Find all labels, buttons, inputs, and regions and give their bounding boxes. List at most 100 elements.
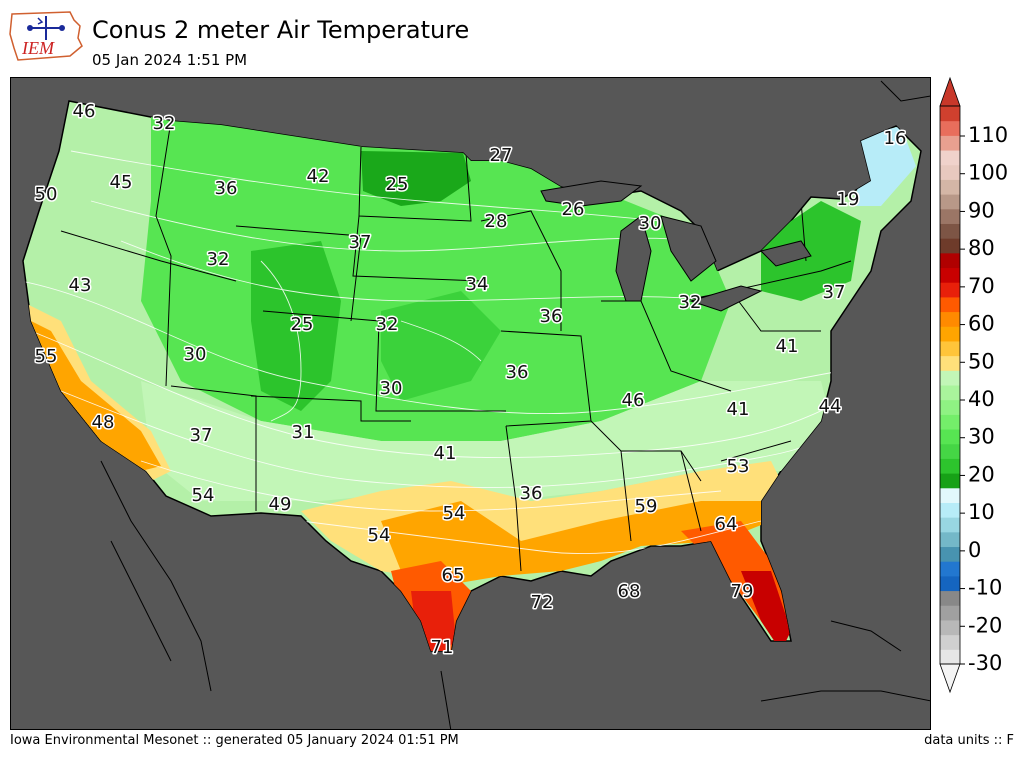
temp-label: 53	[727, 456, 750, 477]
temp-label: 31	[292, 422, 315, 443]
zone-maine	[856, 126, 916, 206]
colorbar-swatch	[940, 590, 960, 606]
temp-label: 44	[819, 396, 842, 417]
colorbar-swatch	[940, 164, 960, 180]
colorbar-swatch	[940, 517, 960, 533]
temp-label: 37	[823, 282, 846, 303]
temp-label: 42	[307, 166, 330, 187]
colorbar-max-arrow	[939, 76, 961, 107]
colorbar-swatch	[940, 458, 960, 474]
temp-label: 54	[368, 525, 391, 546]
colorbar-tick-label: -30	[968, 651, 1002, 675]
colorbar-swatch	[940, 135, 960, 151]
colorbar-swatch	[940, 282, 960, 298]
colorbar-swatch	[940, 150, 960, 166]
zone-cold-north	[361, 151, 471, 206]
colorbar-min-arrow	[939, 663, 961, 694]
temp-label: 43	[69, 275, 92, 296]
temp-label: 26	[562, 199, 585, 220]
colorbar-swatch	[940, 399, 960, 415]
colorbar-swatch	[940, 238, 960, 254]
temp-label: 64	[715, 514, 738, 535]
temp-label: 36	[520, 483, 543, 504]
colorbar-swatch	[940, 634, 960, 650]
colorbar-swatch	[940, 267, 960, 283]
temp-label: 32	[679, 292, 702, 313]
colorbar-swatch	[940, 311, 960, 327]
colorbar-swatch	[940, 326, 960, 342]
temp-label: 46	[73, 101, 96, 122]
colorbar-swatch	[940, 546, 960, 562]
temp-label: 25	[386, 174, 409, 195]
temp-label: 54	[192, 485, 215, 506]
temp-label: 50	[35, 184, 58, 205]
colorbar-tick-label: 100	[968, 161, 1008, 185]
zone-40s	[141, 381, 831, 501]
zone-socal-warm	[31, 321, 161, 471]
temp-label: 41	[727, 399, 750, 420]
temp-label: 59	[635, 496, 658, 517]
temp-label: 30	[184, 344, 207, 365]
colorbar-tick-label: 60	[968, 312, 995, 336]
colorbar-swatch	[940, 355, 960, 371]
temp-label: 16	[884, 128, 907, 149]
temp-label: 71	[431, 637, 454, 658]
temp-label: 72	[531, 592, 554, 613]
colorbar-swatch	[940, 208, 960, 224]
temp-label: 41	[434, 443, 457, 464]
colorbar-tick-label: 40	[968, 387, 995, 411]
colorbar-swatch	[940, 385, 960, 401]
temp-label: 19	[837, 189, 860, 210]
colorbar-tick-label: 0	[968, 538, 981, 562]
iem-logo: IEM	[9, 11, 83, 61]
zone-plains	[381, 291, 501, 401]
temp-label: 65	[442, 565, 465, 586]
temp-label: 41	[776, 336, 799, 357]
logo-text: IEM	[21, 38, 55, 58]
temp-label: 54	[443, 503, 466, 524]
temp-label: 28	[485, 211, 508, 232]
colorbar-tick-label: 50	[968, 349, 995, 373]
colorbar-swatch	[940, 296, 960, 313]
colorbar-swatch	[940, 223, 960, 239]
colorbar-swatch	[940, 502, 960, 518]
temp-label: 37	[190, 425, 213, 446]
temp-label: 36	[506, 362, 529, 383]
temp-label: 30	[639, 213, 662, 234]
colorbar-swatch	[940, 414, 960, 430]
temp-label: 32	[153, 113, 176, 134]
temp-label: 34	[466, 274, 489, 295]
temp-label: 32	[207, 249, 230, 270]
colorbar-swatch	[940, 531, 960, 548]
temp-label: 36	[540, 306, 563, 327]
temp-label: 36	[215, 178, 238, 199]
temperature-map: 46 32 50 45 36 42 25 27 26 30 16 19 28 3…	[10, 77, 931, 730]
zone-south-florida	[741, 571, 791, 651]
colorbar-swatch	[940, 370, 960, 386]
temp-label: 46	[622, 390, 645, 411]
great-lakes	[540, 180, 812, 312]
colorbar-swatch	[940, 179, 960, 195]
temp-label: 48	[92, 412, 115, 433]
colorbar-tick-label: -10	[968, 576, 1002, 600]
footer-credit: Iowa Environmental Mesonet :: generated …	[10, 733, 459, 748]
colorbar-tick-label: -20	[968, 613, 1002, 637]
colorbar-swatch	[940, 473, 960, 489]
colorbar-swatch	[940, 194, 960, 210]
state-borders	[60, 120, 852, 572]
temp-label: 49	[269, 494, 292, 515]
temp-label: 68	[618, 581, 641, 602]
colorbar-swatch	[940, 649, 960, 665]
temp-label: 32	[376, 314, 399, 335]
colorbar-swatch	[940, 340, 960, 357]
colorbar-swatches	[940, 106, 960, 665]
colorbar-swatch	[940, 443, 960, 459]
colorbar-tick-label: 30	[968, 425, 995, 449]
colorbar-tick-label: 90	[968, 198, 995, 222]
colorbar-tick-label: 20	[968, 462, 995, 486]
map-title: Conus 2 meter Air Temperature	[92, 16, 470, 44]
colorbar-swatch	[940, 575, 960, 592]
temp-label: 37	[349, 232, 372, 253]
